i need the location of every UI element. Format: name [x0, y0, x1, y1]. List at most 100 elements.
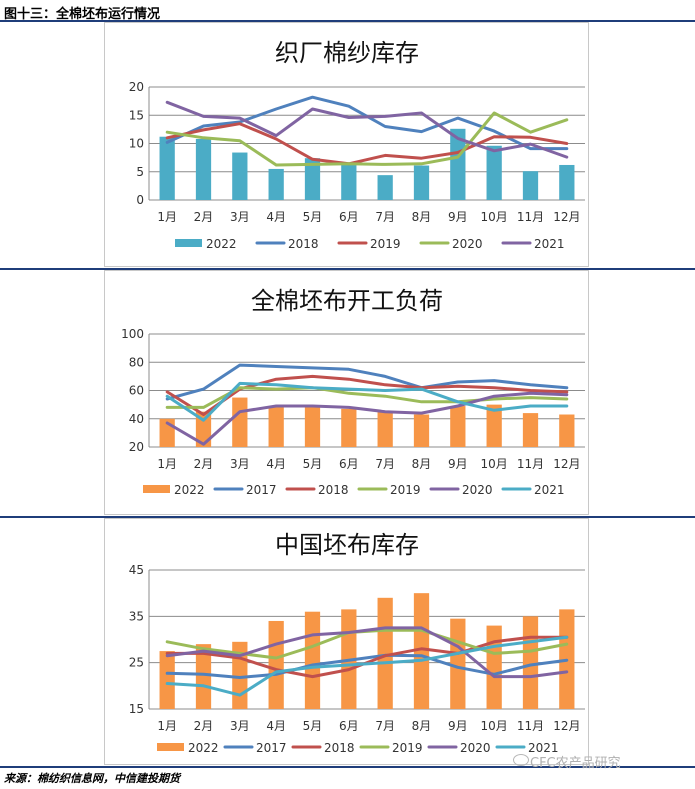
- x-tick-label: 4月: [266, 719, 286, 733]
- bar-2022-10: [486, 145, 502, 200]
- bar-2022-4: [268, 406, 284, 447]
- legend-label-2018: 2018: [324, 741, 355, 755]
- bar-2022-12: [559, 414, 575, 447]
- bar-2022-8: [413, 414, 430, 447]
- bar-2022-3: [232, 397, 248, 447]
- x-tick-label: 11月: [517, 210, 544, 224]
- bar-2022-1: [159, 651, 175, 709]
- y-tick-label: 40: [129, 412, 144, 426]
- legend-label-2018: 2018: [318, 483, 349, 497]
- x-tick-label: 11月: [517, 457, 544, 471]
- line-series-2020: [165, 111, 569, 167]
- chart-panel-yarn-inventory: 织厂棉纱库存 0 5 10 15 20 1月 2月 3月 4月 5月 6月 7月 8月 9月 10月 11月 12…: [104, 22, 589, 267]
- bar-2022-8: [413, 593, 430, 709]
- line-series-2021: [165, 100, 569, 159]
- y-tick-label: 20: [129, 440, 144, 454]
- legend-label-2017: 2017: [256, 741, 287, 755]
- bar-2022-7: [377, 597, 393, 709]
- source-note: 来源：棉纺织信息网，中信建投期货: [4, 772, 180, 785]
- legend-swatch-2022: [157, 743, 184, 751]
- legend-label-2020: 2020: [462, 483, 493, 497]
- x-tick-label: 8月: [412, 210, 432, 224]
- x-tick-label: 10月: [481, 210, 508, 224]
- figure-title: 图十三：全棉坯布运行情况: [4, 7, 161, 22]
- chart-panel-operating-rate: 全棉坯布开工负荷 20 40 60 80 100 1月 2月 3月 4月 5月 6月 7月 8月 9月 10月…: [104, 270, 589, 515]
- chart-grey-cloth-inventory: 中国坯布库存 15 25 35 45 1月 2月 3月 4月 5月 6月 7月 8月 9月 10月 11月 12…: [129, 531, 585, 755]
- y-tick-label: 100: [121, 327, 144, 341]
- divider-2: [0, 516, 695, 518]
- x-tick-label: 5月: [303, 457, 323, 471]
- bar-2022-2: [195, 138, 212, 200]
- x-tick-label: 11月: [517, 719, 544, 733]
- x-tick-label: 9月: [448, 457, 468, 471]
- bar-2022-9: [450, 618, 466, 709]
- chart-yarn-inventory: 织厂棉纱库存 0 5 10 15 20 1月 2月 3月 4月 5月 6月 7月 8月 9月 10月 11月 12…: [129, 39, 585, 251]
- x-tick-label: 6月: [339, 210, 359, 224]
- line-series-2019: [165, 122, 569, 166]
- y-tick-label: 5: [136, 165, 144, 179]
- line-series-2020: [165, 391, 569, 446]
- x-tick-label: 3月: [230, 457, 250, 471]
- x-tick-label: 4月: [266, 210, 286, 224]
- x-tick-label: 9月: [448, 210, 468, 224]
- x-tick-label: 3月: [230, 719, 250, 733]
- line-series-2018: [165, 374, 569, 416]
- y-tick-label: 25: [129, 656, 144, 670]
- bar-2022-3: [232, 152, 248, 200]
- bar-2022-4: [268, 168, 284, 200]
- line-series-2021: [165, 635, 569, 697]
- x-tick-label: 5月: [303, 719, 323, 733]
- bar-2022-4: [268, 620, 284, 709]
- y-tick-label: 45: [129, 563, 144, 577]
- divider-1: [0, 268, 695, 270]
- x-tick-label: 9月: [448, 719, 468, 733]
- watermark-text: CFC农产品研究: [530, 756, 621, 771]
- line-series-2017: [165, 653, 569, 679]
- x-tick-label: 8月: [412, 719, 432, 733]
- figure-header: 图十三：全棉坯布运行情况: [0, 0, 695, 22]
- bar-2022-5: [304, 407, 321, 447]
- y-tick-label: 20: [129, 80, 144, 94]
- bar-2022-10: [486, 404, 502, 447]
- chart-title: 织厂棉纱库存: [275, 39, 419, 67]
- line-series-2020: [165, 626, 569, 679]
- legend-label-2019: 2019: [390, 483, 421, 497]
- x-tick-label: 3月: [230, 210, 250, 224]
- x-tick-label: 2月: [194, 457, 214, 471]
- bar-2022-7: [377, 411, 393, 447]
- x-tick-label: 12月: [553, 457, 580, 471]
- bar-2022-1: [159, 136, 175, 200]
- bar-2022-9: [450, 406, 466, 447]
- x-tick-label: 6月: [339, 457, 359, 471]
- x-tick-label: 5月: [303, 210, 323, 224]
- x-tick-label: 7月: [375, 210, 395, 224]
- wechat-icon: [513, 754, 529, 766]
- x-tick-label: 1月: [157, 719, 177, 733]
- x-tick-label: 12月: [553, 719, 580, 733]
- y-tick-label: 15: [129, 108, 144, 122]
- line-series-2021: [165, 381, 569, 422]
- bar-2022-9: [450, 128, 466, 200]
- x-tick-label: 10月: [481, 719, 508, 733]
- y-tick-label: 80: [129, 355, 144, 369]
- legend-label-2017: 2017: [246, 483, 277, 497]
- bottom-rule: [0, 766, 695, 768]
- chart-title: 中国坯布库存: [275, 531, 419, 559]
- legend-label-2019: 2019: [392, 741, 423, 755]
- bar-2022-7: [377, 175, 393, 200]
- x-tick-label: 7月: [375, 457, 395, 471]
- y-tick-label: 35: [129, 609, 144, 623]
- x-tick-label: 7月: [375, 719, 395, 733]
- bar-2022-2: [195, 644, 212, 709]
- bar-2022-8: [413, 165, 430, 200]
- chart-panel-grey-cloth-inventory: 中国坯布库存 15 25 35 45 1月 2月 3月 4月 5月 6月 7月 8月 9月 10月 11月 12…: [104, 518, 589, 765]
- bar-2022-6: [341, 163, 357, 200]
- chart-title: 全棉坯布开工负荷: [251, 287, 443, 315]
- bar-2022-5: [304, 611, 321, 709]
- y-tick-label: 0: [136, 193, 144, 207]
- legend-swatch-2022: [143, 485, 170, 493]
- y-tick-label: 10: [129, 137, 144, 151]
- legend-label-2020: 2020: [452, 237, 483, 251]
- bar-2022-12: [559, 164, 575, 200]
- legend-label-2021: 2021: [528, 741, 559, 755]
